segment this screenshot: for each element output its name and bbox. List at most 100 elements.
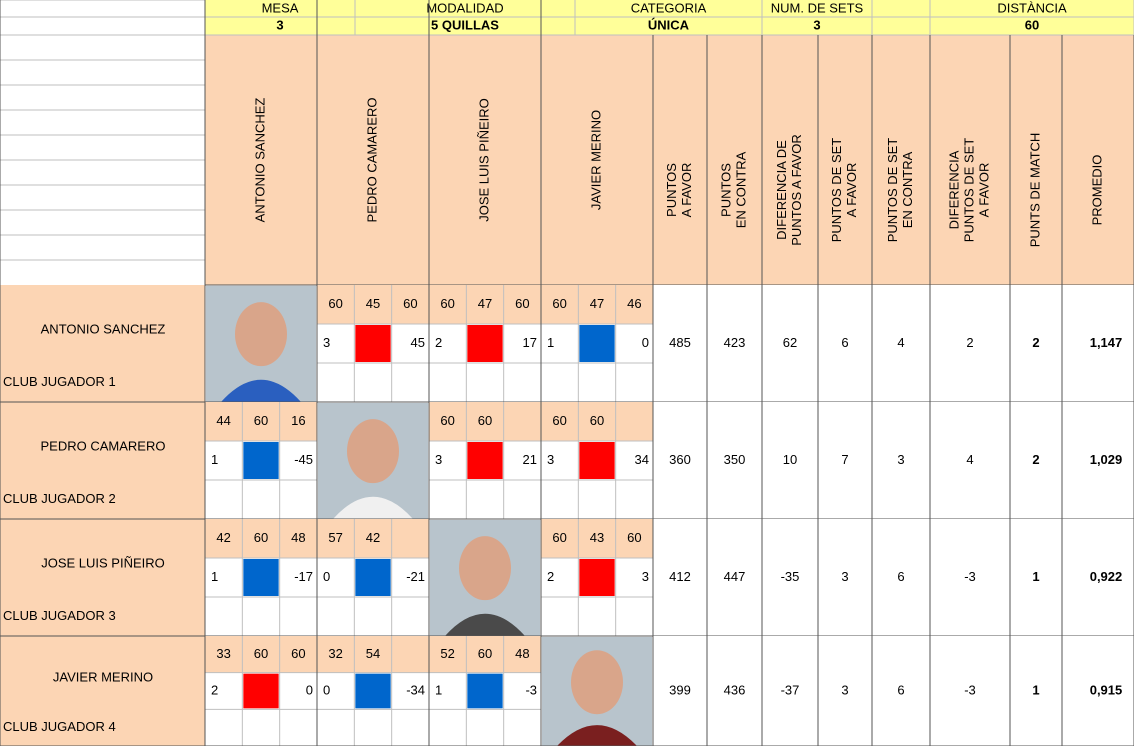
sets-won: 2 (547, 569, 554, 584)
player-photo (206, 286, 316, 402)
stat-header: PUNTOS (718, 163, 733, 217)
stat-value: -3 (964, 569, 976, 584)
set-score: 60 (328, 296, 342, 311)
sets-won: 1 (435, 682, 442, 697)
sets-won: 0 (323, 682, 330, 697)
point-diff: 0 (642, 335, 649, 350)
stat-value: 4 (966, 452, 973, 467)
column-header-band (205, 35, 1134, 285)
player-photo (430, 520, 540, 636)
group-value: 60 (1025, 17, 1039, 32)
player-header: ANTONIO SANCHEZ (252, 98, 267, 223)
club-name: CLUB JUGADOR 2 (3, 491, 116, 506)
stat-value: 0,915 (1090, 682, 1123, 697)
result-marker (355, 674, 390, 709)
result-marker (355, 325, 390, 362)
player-header: JOSE LUIS PIÑEIRO (476, 98, 491, 222)
result-marker (243, 442, 278, 479)
point-diff: 17 (523, 335, 537, 350)
stat-header: PROMEDIO (1089, 155, 1104, 226)
set-score: 60 (478, 646, 492, 661)
set-score: 60 (552, 530, 566, 545)
result-marker (467, 325, 502, 362)
player-header: PEDRO CAMARERO (364, 98, 379, 223)
stat-header: PUNTOS (664, 163, 679, 217)
set-score: 47 (590, 296, 604, 311)
stat-value: 436 (724, 682, 746, 697)
set-score: 60 (254, 530, 268, 545)
set-score: 54 (366, 646, 380, 661)
set-score: 47 (478, 296, 492, 311)
stat-value: 423 (724, 335, 746, 350)
point-diff: 45 (411, 335, 425, 350)
set-score: 60 (403, 296, 417, 311)
stat-value: 1 (1032, 682, 1039, 697)
stat-header: PUNTOS DE SET (961, 138, 976, 243)
stat-value: 1 (1032, 569, 1039, 584)
stat-header: EN CONTRA (733, 151, 748, 228)
stat-value: 2 (1032, 335, 1039, 350)
stat-value: 2 (1032, 452, 1039, 467)
point-diff: 0 (306, 682, 313, 697)
stat-value: 3 (841, 569, 848, 584)
group-value: ÚNICA (648, 17, 690, 32)
stat-header: PUNTOS DE SET (829, 138, 844, 243)
result-marker (579, 325, 614, 362)
sets-won: 3 (323, 335, 330, 350)
set-score: 46 (627, 296, 641, 311)
player-name: PEDRO CAMARERO (41, 438, 166, 453)
player-name: JAVIER MERINO (53, 670, 153, 685)
club-name: CLUB JUGADOR 4 (3, 719, 116, 734)
stat-value: 6 (897, 682, 904, 697)
photo-head (235, 302, 287, 366)
group-value: 3 (276, 17, 283, 32)
stat-value: 447 (724, 569, 746, 584)
set-score: 60 (254, 413, 268, 428)
stat-value: 6 (841, 335, 848, 350)
club-name: CLUB JUGADOR 3 (3, 608, 116, 623)
stat-header: PUNTS DE MATCH (1027, 133, 1042, 248)
stat-value: 10 (783, 452, 797, 467)
point-diff: -3 (525, 682, 537, 697)
group-value: 3 (813, 17, 820, 32)
stat-value: 0,922 (1090, 569, 1123, 584)
set-score: 52 (440, 646, 454, 661)
point-diff: -34 (406, 682, 425, 697)
set-score: 48 (291, 530, 305, 545)
stat-header: A FAVOR (976, 163, 991, 218)
set-score: 60 (552, 413, 566, 428)
player-header: JAVIER MERINO (588, 110, 603, 210)
stat-value: 360 (669, 452, 691, 467)
point-diff: -45 (294, 452, 313, 467)
stat-value: 62 (783, 335, 797, 350)
stat-value: 412 (669, 569, 691, 584)
stat-value: 1,147 (1090, 335, 1123, 350)
player-name: ANTONIO SANCHEZ (41, 321, 166, 336)
set-score: 60 (515, 296, 529, 311)
result-marker (467, 674, 502, 709)
player-name: JOSE LUIS PIÑEIRO (41, 555, 165, 570)
set-score: 48 (515, 646, 529, 661)
club-name: CLUB JUGADOR 1 (3, 374, 116, 389)
sets-won: 0 (323, 569, 330, 584)
set-score: 60 (552, 296, 566, 311)
stat-value: 3 (897, 452, 904, 467)
stat-value: -35 (781, 569, 800, 584)
set-score: 60 (590, 413, 604, 428)
set-score: 57 (328, 530, 342, 545)
player-photo (542, 637, 652, 746)
set-score: 43 (590, 530, 604, 545)
stat-value: 4 (897, 335, 904, 350)
result-marker (467, 442, 502, 479)
set-score: 60 (627, 530, 641, 545)
set-score: 32 (328, 646, 342, 661)
stat-value: 3 (841, 682, 848, 697)
group-label: MODALIDAD (426, 0, 503, 15)
group-label: MESA (262, 0, 299, 15)
stat-value: -37 (781, 682, 800, 697)
player-photo (318, 403, 428, 519)
stat-value: -3 (964, 682, 976, 697)
set-score: 45 (366, 296, 380, 311)
stat-value: 399 (669, 682, 691, 697)
photo-head (571, 650, 623, 714)
